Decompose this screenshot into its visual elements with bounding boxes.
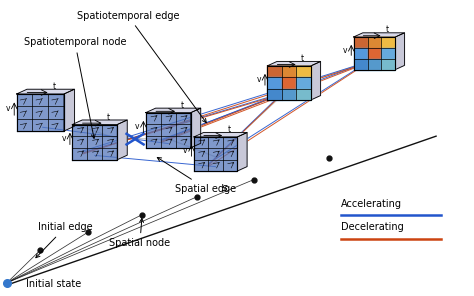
Text: Spatiotemporal edge: Spatiotemporal edge <box>77 11 206 123</box>
Polygon shape <box>367 59 382 70</box>
Polygon shape <box>382 37 395 48</box>
Polygon shape <box>267 77 282 89</box>
Polygon shape <box>296 66 311 77</box>
Polygon shape <box>267 89 282 100</box>
Polygon shape <box>296 89 311 100</box>
Text: v: v <box>257 75 261 84</box>
Polygon shape <box>146 108 201 113</box>
Polygon shape <box>354 33 404 37</box>
Polygon shape <box>17 89 74 94</box>
Polygon shape <box>367 37 382 48</box>
Text: Accelerating: Accelerating <box>341 199 402 209</box>
Polygon shape <box>237 133 247 171</box>
Text: v: v <box>6 104 10 113</box>
Polygon shape <box>311 62 320 100</box>
Polygon shape <box>267 62 320 66</box>
Polygon shape <box>72 125 117 160</box>
Polygon shape <box>194 133 247 137</box>
Polygon shape <box>367 48 382 59</box>
Polygon shape <box>354 48 367 59</box>
Polygon shape <box>267 66 282 77</box>
Text: Initial edge: Initial edge <box>36 222 92 258</box>
Polygon shape <box>354 59 367 70</box>
Polygon shape <box>191 108 201 148</box>
Text: Spatial edge: Spatial edge <box>157 157 237 194</box>
Text: t: t <box>181 101 183 110</box>
Polygon shape <box>282 77 296 89</box>
Text: Spatiotemporal node: Spatiotemporal node <box>24 37 126 138</box>
Polygon shape <box>64 89 74 131</box>
Polygon shape <box>296 77 311 89</box>
Text: t: t <box>228 125 230 134</box>
Text: Decelerating: Decelerating <box>341 222 404 232</box>
Polygon shape <box>117 120 127 160</box>
Text: s: s <box>222 183 228 193</box>
Text: Initial state: Initial state <box>26 279 82 289</box>
Polygon shape <box>194 137 237 171</box>
Text: t: t <box>107 113 110 122</box>
Text: v: v <box>62 134 66 143</box>
Polygon shape <box>282 66 296 77</box>
Polygon shape <box>395 33 404 70</box>
Text: Spatial node: Spatial node <box>109 218 170 248</box>
Polygon shape <box>382 48 395 59</box>
Polygon shape <box>354 37 367 48</box>
Text: t: t <box>386 25 389 34</box>
Text: t: t <box>53 82 56 91</box>
Text: v: v <box>343 46 347 54</box>
Polygon shape <box>146 113 191 148</box>
Polygon shape <box>17 94 64 131</box>
Polygon shape <box>282 89 296 100</box>
Text: v: v <box>183 146 188 155</box>
Text: t: t <box>301 54 304 63</box>
Polygon shape <box>382 59 395 70</box>
Text: v: v <box>135 122 139 131</box>
Polygon shape <box>72 120 127 125</box>
